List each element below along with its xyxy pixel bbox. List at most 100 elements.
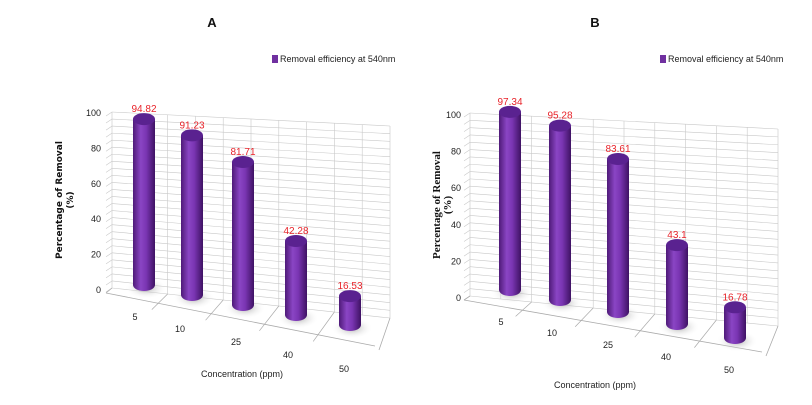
gridline bbox=[105, 146, 113, 152]
bar-top bbox=[724, 301, 746, 314]
floor-edge bbox=[463, 299, 763, 353]
gridline bbox=[463, 112, 471, 118]
gridline bbox=[105, 132, 113, 138]
bar-body bbox=[607, 158, 629, 312]
bar-40: 42.28 bbox=[277, 226, 319, 329]
gridline bbox=[463, 120, 471, 125]
gridline bbox=[463, 222, 471, 228]
gridline bbox=[463, 163, 471, 169]
gridline bbox=[105, 224, 113, 229]
y-tick-label: 0 bbox=[456, 293, 461, 303]
floor-edge bbox=[463, 295, 471, 301]
y-tick-label: 80 bbox=[451, 147, 461, 157]
bar-top bbox=[181, 129, 203, 142]
floor-edge bbox=[765, 325, 779, 357]
x-axis-label: Concentration (ppm) bbox=[554, 380, 636, 390]
floor-divider bbox=[205, 299, 224, 321]
y-tick-label: 60 bbox=[91, 179, 101, 189]
gridline bbox=[105, 210, 113, 215]
bar-body bbox=[181, 135, 203, 295]
y-tick-label: 100 bbox=[446, 110, 461, 120]
gridline bbox=[463, 288, 471, 293]
chart-panel-b: B Removal efficiency at 540nm 0 20 40 60 80 100… bbox=[431, 15, 783, 390]
data-label: 16.78 bbox=[722, 292, 747, 303]
data-label: 16.53 bbox=[337, 281, 362, 292]
legend-label: Removal efficiency at 540nm bbox=[280, 54, 395, 64]
bar-top bbox=[232, 156, 254, 169]
bar-body bbox=[232, 162, 254, 305]
bar-base bbox=[339, 319, 361, 331]
gridline bbox=[105, 175, 113, 180]
gridline bbox=[463, 200, 471, 206]
bar-top bbox=[607, 152, 629, 165]
bar-50: 16.78 bbox=[716, 292, 758, 352]
bar-5: 97.34 bbox=[491, 97, 533, 304]
gridline bbox=[105, 252, 113, 258]
bar-body bbox=[724, 307, 746, 338]
bar-base bbox=[232, 299, 254, 311]
y-axis-label: Percentage of Removal(%) bbox=[431, 151, 454, 259]
gridline bbox=[105, 203, 113, 208]
bar-top bbox=[285, 235, 307, 248]
x-tick-label: 40 bbox=[661, 352, 671, 362]
y-axis-label: Percentage of Removal(%) bbox=[55, 141, 76, 259]
gridline bbox=[463, 215, 471, 220]
bar-base bbox=[285, 309, 307, 321]
bar-40: 43.1 bbox=[658, 230, 700, 338]
bar-body bbox=[285, 241, 307, 315]
gridline bbox=[463, 244, 471, 250]
data-label: 81.71 bbox=[230, 147, 255, 158]
bar-body bbox=[499, 111, 521, 290]
gridline bbox=[105, 273, 113, 279]
legend: Removal efficiency at 540nm bbox=[272, 54, 395, 64]
bar-10: 91.23 bbox=[173, 120, 215, 309]
floor-divider bbox=[574, 307, 594, 328]
bar-base bbox=[549, 294, 571, 306]
gridline bbox=[105, 196, 113, 201]
data-label: 42.28 bbox=[283, 226, 308, 237]
legend: Removal efficiency at 540nm bbox=[660, 54, 783, 64]
bar-50: 16.53 bbox=[331, 281, 373, 339]
bar-top bbox=[499, 105, 521, 118]
x-axis-label: Concentration (ppm) bbox=[201, 369, 283, 379]
floor-edge bbox=[378, 317, 391, 351]
floor-divider bbox=[259, 305, 280, 332]
bar-base bbox=[181, 289, 203, 301]
bar-base bbox=[607, 306, 629, 318]
gridline bbox=[463, 149, 471, 154]
gridline bbox=[463, 134, 471, 140]
data-label: 83.61 bbox=[605, 144, 630, 155]
gridline bbox=[105, 125, 113, 131]
gridline bbox=[105, 189, 113, 194]
x-tick-label: 40 bbox=[283, 350, 293, 360]
bar-base bbox=[133, 279, 155, 291]
bar-base bbox=[666, 318, 688, 330]
y-tick-label: 80 bbox=[91, 143, 101, 153]
gridline bbox=[463, 207, 471, 213]
gridline bbox=[463, 178, 471, 184]
bar-5: 94.82 bbox=[125, 104, 167, 299]
bar-body bbox=[339, 296, 361, 325]
gridline bbox=[105, 217, 113, 222]
gridline bbox=[105, 245, 113, 251]
data-label: 91.23 bbox=[179, 120, 204, 131]
floor-divider bbox=[694, 319, 717, 348]
bar-base bbox=[724, 332, 746, 344]
floor-edge bbox=[105, 287, 113, 294]
gridline bbox=[105, 259, 113, 265]
bar-25: 83.61 bbox=[599, 144, 641, 326]
y-tick-label: 100 bbox=[86, 108, 101, 118]
gridline bbox=[463, 251, 471, 257]
data-label: 43.1 bbox=[667, 230, 687, 241]
floor-divider bbox=[634, 313, 656, 338]
x-tick-label: 10 bbox=[175, 324, 185, 334]
chart-title: B bbox=[590, 15, 599, 30]
gridline bbox=[105, 182, 113, 187]
gridline bbox=[463, 281, 471, 286]
chart-panel-a: A Removal efficiency at 540nm 0 20 40 60 80 100… bbox=[55, 15, 395, 379]
gridline bbox=[105, 118, 113, 124]
floor-edge bbox=[105, 292, 376, 347]
gridline bbox=[105, 161, 113, 166]
gridline bbox=[463, 142, 471, 147]
